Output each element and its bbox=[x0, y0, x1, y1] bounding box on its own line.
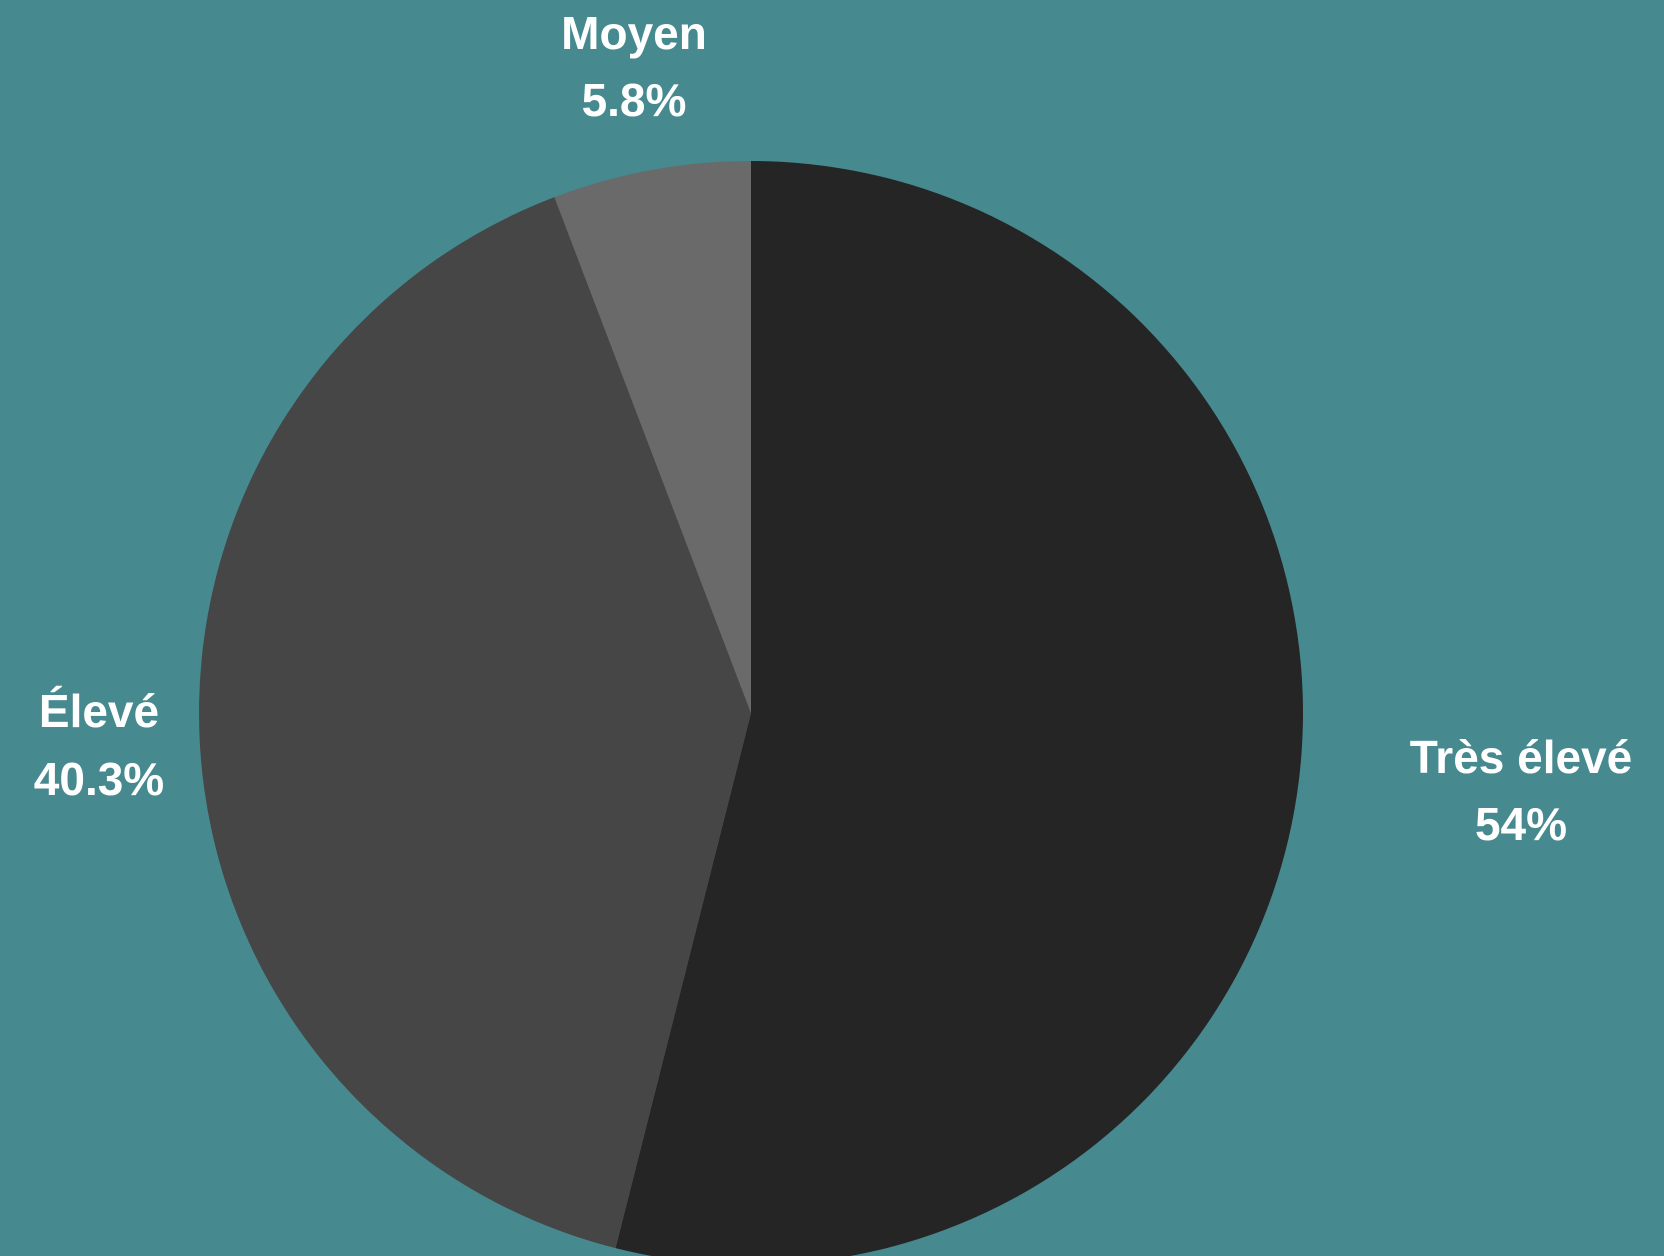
slice-value-label: 54% bbox=[1475, 798, 1567, 850]
slice-value-label: 5.8% bbox=[582, 74, 687, 126]
slice-label: Moyen bbox=[561, 7, 707, 59]
slice-value-label: 40.3% bbox=[34, 753, 164, 805]
pie-slice bbox=[198, 197, 751, 1249]
slice-label: Très élevé bbox=[1410, 731, 1633, 783]
pie-slice bbox=[554, 161, 751, 713]
pie-slice bbox=[615, 161, 1303, 1256]
slice-label: Élevé bbox=[39, 685, 159, 737]
